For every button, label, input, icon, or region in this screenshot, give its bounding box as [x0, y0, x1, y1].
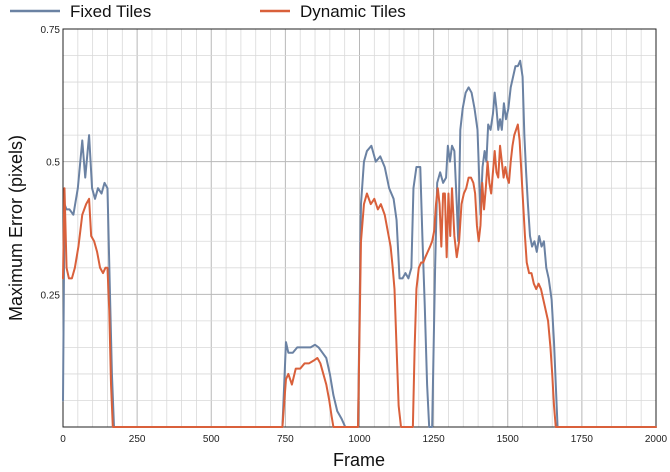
grid — [63, 29, 656, 427]
series-line-dynamic-tiles — [62, 123, 657, 428]
legend-label-dynamic-tiles: Dynamic Tiles — [300, 2, 406, 21]
x-tick-label: 1000 — [348, 434, 371, 445]
x-tick-label: 250 — [129, 434, 146, 445]
x-tick-label: 1250 — [423, 434, 446, 445]
y-tick-label: 0.25 — [41, 290, 61, 301]
legend: Fixed Tiles Dynamic Tiles — [10, 2, 406, 21]
y-tick-label: 0.5 — [46, 158, 60, 169]
x-tick-label: 500 — [203, 434, 220, 445]
y-axis-title: Maximum Error (pixels) — [6, 135, 26, 321]
x-tick-label: 750 — [277, 434, 294, 445]
x-axis-title: Frame — [333, 450, 385, 470]
series-layer — [62, 59, 657, 428]
legend-label-fixed-tiles: Fixed Tiles — [70, 2, 151, 21]
x-tick-label: 0 — [60, 434, 66, 445]
x-tick-label: 1500 — [497, 434, 520, 445]
x-tick-label: 2000 — [645, 434, 668, 445]
y-tick-label: 0.75 — [41, 25, 61, 36]
tick-labels: 0 250 500 750 1000 1250 1500 1750 2000 0.25 0.5 0.7… — [41, 25, 668, 445]
x-tick-label: 1750 — [571, 434, 594, 445]
